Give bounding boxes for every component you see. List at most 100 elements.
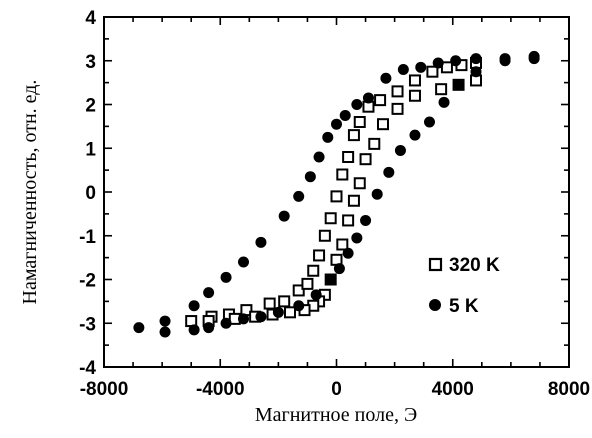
y-tick-label: 0	[85, 183, 96, 204]
point-320k	[374, 94, 387, 107]
point-320k	[336, 168, 349, 181]
point-5k	[453, 79, 465, 91]
y-tick-label: 2	[85, 96, 96, 117]
point-5k	[499, 55, 511, 67]
point-5k	[188, 324, 200, 336]
point-320k	[313, 249, 326, 262]
point-320k	[408, 74, 421, 87]
point-320k	[347, 129, 360, 142]
point-5k	[380, 72, 392, 84]
point-320k	[353, 116, 366, 128]
point-320k	[336, 238, 349, 251]
point-320k	[292, 284, 305, 297]
legend-marker-5k	[429, 299, 441, 311]
point-5k	[342, 247, 354, 259]
point-5k	[220, 271, 232, 283]
point-5k	[310, 289, 322, 301]
point-320k	[440, 61, 453, 74]
point-320k	[359, 153, 372, 166]
point-5k	[424, 116, 435, 128]
point-320k	[263, 297, 276, 310]
legend: 320 K 5 K	[428, 255, 500, 317]
point-320k	[284, 306, 296, 319]
point-320k	[342, 214, 355, 227]
point-320k	[318, 229, 331, 242]
point-5k	[450, 55, 462, 67]
point-5k	[432, 57, 444, 69]
point-5k	[203, 287, 215, 299]
x-tick-label: 4000	[432, 379, 474, 400]
point-5k	[159, 326, 171, 338]
y-tick-label: 4	[85, 8, 96, 29]
point-5k	[159, 315, 171, 327]
point-320k	[324, 212, 337, 225]
y-tick-label: -4	[79, 358, 96, 379]
point-5k	[238, 256, 249, 268]
point-5k	[278, 210, 290, 222]
point-5k	[360, 214, 372, 226]
point-320k	[301, 277, 314, 290]
point-5k	[470, 66, 482, 78]
x-tick-label: 0	[331, 379, 342, 400]
y-axis-title: Намагниченность, отн. ед.	[19, 80, 41, 305]
point-5k	[188, 300, 200, 312]
point-5k	[371, 188, 383, 200]
point-5k	[528, 50, 540, 62]
y-tick-label: 1	[85, 139, 96, 160]
point-5k	[272, 306, 284, 318]
point-5k	[322, 131, 334, 143]
x-axis-ticks: -8000 -4000 0 4000 8000	[80, 17, 590, 400]
y-tick-label: -2	[79, 271, 96, 292]
point-320k	[368, 137, 381, 150]
x-tick-label: -8000	[80, 379, 129, 400]
legend-label-320k: 320 K	[449, 255, 500, 276]
point-320k	[347, 194, 360, 207]
point-320k	[330, 190, 343, 203]
point-5k	[238, 313, 249, 325]
point-5k	[394, 144, 406, 156]
point-5k	[203, 322, 215, 334]
point-320k	[391, 102, 404, 115]
y-tick-label: 3	[85, 52, 96, 73]
x-tick-label: -4000	[196, 379, 245, 400]
point-5k	[293, 300, 305, 312]
y-tick-label: -1	[79, 227, 96, 248]
point-5k	[351, 99, 363, 110]
data-marks	[133, 50, 540, 338]
point-320k	[353, 177, 366, 190]
legend-label-5k: 5 K	[449, 296, 479, 317]
point-5k	[470, 53, 482, 65]
point-5k	[339, 109, 351, 121]
point-320k	[408, 89, 421, 102]
point-5k	[438, 96, 450, 108]
point-5k	[304, 171, 316, 183]
point-5k	[397, 64, 409, 75]
legend-marker-320k	[428, 257, 443, 272]
point-320k	[435, 83, 448, 96]
point-5k	[409, 129, 421, 141]
point-5k	[331, 118, 342, 130]
point-5k	[255, 311, 267, 323]
point-5k	[351, 232, 363, 244]
point-5k	[415, 61, 427, 73]
point-5k	[293, 190, 305, 202]
point-5k	[362, 92, 374, 104]
point-5k	[333, 263, 345, 275]
y-axis-ticks: -4 -3 -2 -1 0 1 2 3 4	[79, 8, 569, 379]
point-320k	[342, 151, 355, 163]
point-5k	[383, 166, 395, 178]
point-5k	[220, 317, 232, 329]
point-5k	[325, 274, 337, 285]
y-tick-label: -3	[79, 314, 96, 335]
point-5k	[133, 322, 145, 334]
point-320k	[307, 264, 320, 277]
point-5k	[255, 236, 267, 248]
point-320k	[278, 295, 291, 308]
point-5k	[313, 151, 325, 163]
point-320k	[391, 85, 404, 98]
x-tick-label: 8000	[548, 379, 590, 400]
x-axis-title: Магнитное поле, Э	[255, 404, 417, 426]
point-320k	[377, 118, 389, 131]
